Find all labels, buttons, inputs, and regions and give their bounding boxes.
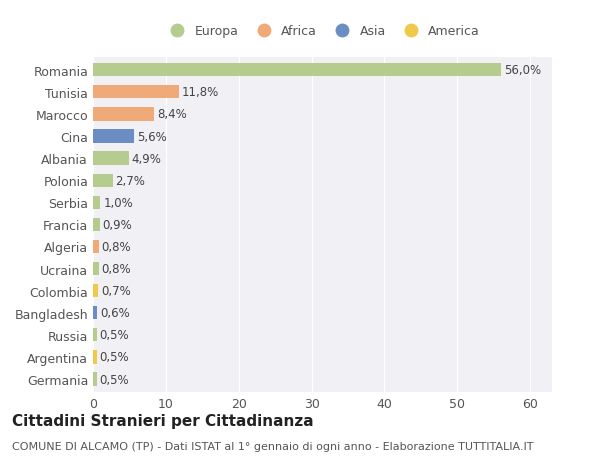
Bar bbox=[93, 130, 134, 143]
Bar bbox=[93, 285, 98, 297]
Text: 8,4%: 8,4% bbox=[157, 108, 187, 121]
Text: 56,0%: 56,0% bbox=[504, 64, 541, 77]
Text: 0,6%: 0,6% bbox=[100, 307, 130, 319]
Text: COMUNE DI ALCAMO (TP) - Dati ISTAT al 1° gennaio di ogni anno - Elaborazione TUT: COMUNE DI ALCAMO (TP) - Dati ISTAT al 1°… bbox=[12, 441, 533, 451]
Bar bbox=[93, 263, 99, 275]
Text: 0,5%: 0,5% bbox=[100, 351, 129, 364]
Bar bbox=[93, 174, 113, 187]
Bar bbox=[93, 351, 97, 364]
Text: 4,9%: 4,9% bbox=[131, 152, 161, 165]
Bar bbox=[93, 64, 501, 77]
Text: 5,6%: 5,6% bbox=[137, 130, 166, 143]
Legend: Europa, Africa, Asia, America: Europa, Africa, Asia, America bbox=[160, 20, 485, 43]
Text: 1,0%: 1,0% bbox=[103, 196, 133, 209]
Text: 0,5%: 0,5% bbox=[100, 329, 129, 341]
Bar bbox=[93, 108, 154, 121]
Text: 0,9%: 0,9% bbox=[103, 218, 132, 231]
Bar bbox=[93, 241, 99, 253]
Text: Cittadini Stranieri per Cittadinanza: Cittadini Stranieri per Cittadinanza bbox=[12, 413, 314, 428]
Text: 0,7%: 0,7% bbox=[101, 285, 131, 297]
Bar bbox=[93, 373, 97, 386]
Bar bbox=[93, 218, 100, 231]
Bar bbox=[93, 307, 97, 320]
Text: 0,8%: 0,8% bbox=[102, 263, 131, 275]
Text: 0,8%: 0,8% bbox=[102, 241, 131, 253]
Text: 0,5%: 0,5% bbox=[100, 373, 129, 386]
Text: 11,8%: 11,8% bbox=[182, 86, 219, 99]
Bar bbox=[93, 329, 97, 342]
Bar bbox=[93, 196, 100, 209]
Bar bbox=[93, 86, 179, 99]
Bar bbox=[93, 152, 128, 165]
Text: 2,7%: 2,7% bbox=[116, 174, 145, 187]
